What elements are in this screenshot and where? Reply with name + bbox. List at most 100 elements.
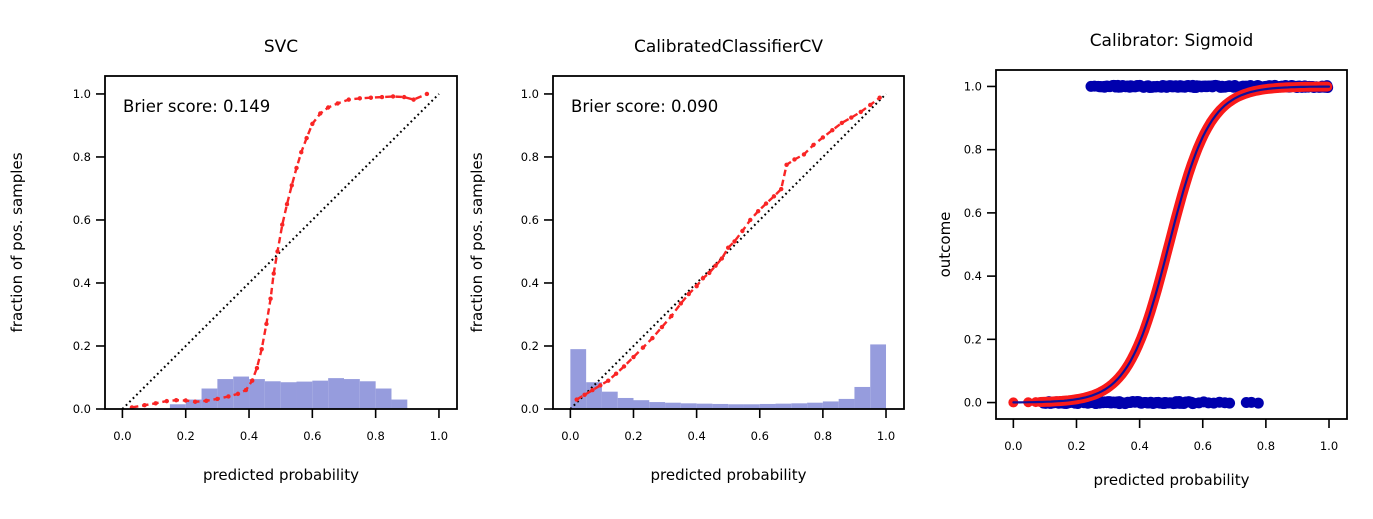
x-tick-label: 0.0 bbox=[561, 429, 579, 443]
calibration-curve-marker bbox=[613, 371, 619, 376]
y-tick-label: 0.6 bbox=[521, 213, 539, 227]
calibration-curve-marker bbox=[401, 94, 407, 100]
calibration-curve-marker bbox=[732, 239, 737, 244]
calibration-chart-svc: Brier score: 0.149 0.0 0.2 0.4 0.6 0.8 1.0 0.0 0… bbox=[8, 37, 458, 484]
calibration-curve-marker bbox=[858, 109, 863, 115]
histogram-bar bbox=[249, 379, 265, 409]
x-tick-label: 0.8 bbox=[814, 429, 832, 443]
x-tick-label: 0.2 bbox=[177, 429, 195, 443]
histogram-bar bbox=[570, 349, 587, 409]
x-tick-label: 1.0 bbox=[430, 429, 448, 443]
plot-frame bbox=[552, 75, 905, 410]
sigmoid-fit-line bbox=[1012, 85, 1331, 404]
calibration-curve-marker bbox=[621, 364, 627, 369]
histogram-bar bbox=[743, 404, 760, 409]
calibration-curve-marker bbox=[678, 301, 684, 306]
y-tick-label: 0.4 bbox=[73, 276, 91, 290]
plot-frame bbox=[104, 75, 458, 410]
x-tick-label: 0.6 bbox=[303, 429, 321, 443]
calibration-curve-marker bbox=[424, 91, 430, 97]
calibration-curve-marker bbox=[215, 396, 220, 402]
chart-title: SVC bbox=[264, 37, 298, 57]
calibration-curve-marker bbox=[142, 403, 147, 408]
calibration-curve-marker bbox=[784, 162, 789, 168]
calibration-curve-marker bbox=[640, 345, 646, 350]
x-tick-label: 0.2 bbox=[1067, 439, 1085, 453]
calibration-curve-marker bbox=[346, 97, 351, 102]
calibration-curve-marker bbox=[325, 105, 331, 110]
chart-title: CalibratedClassifierCV bbox=[634, 37, 823, 57]
x-tick-label: 0.6 bbox=[751, 429, 769, 443]
histogram-bar bbox=[312, 380, 329, 409]
calibration-curve-marker bbox=[264, 321, 269, 327]
histogram-bar bbox=[759, 403, 776, 409]
calibration-curve-marker bbox=[318, 111, 323, 116]
calibration-curve-marker bbox=[249, 378, 255, 383]
calibration-curve-marker bbox=[254, 365, 260, 371]
calibration-curve-marker bbox=[164, 398, 169, 404]
calibration-curve-marker bbox=[740, 228, 745, 234]
calibration-curve-marker bbox=[284, 202, 290, 207]
y-axis-label: fraction of pos. samples bbox=[8, 152, 26, 332]
histogram-bar bbox=[391, 399, 408, 409]
x-tick-label: 0.2 bbox=[624, 429, 642, 443]
calibration-curve-marker bbox=[686, 291, 691, 297]
histogram-bar bbox=[201, 388, 218, 409]
histogram-bar bbox=[822, 401, 839, 409]
calibration-curve-marker bbox=[243, 387, 249, 393]
calibration-curve-marker bbox=[268, 296, 273, 301]
x-axis-label: predicted probability bbox=[651, 466, 807, 484]
calibration-curve-marker bbox=[226, 394, 231, 399]
y-tick-label: 0.2 bbox=[73, 339, 91, 353]
calibration-curve-marker bbox=[294, 165, 299, 171]
x-tick-label: 0.8 bbox=[1257, 439, 1275, 453]
histogram-bar bbox=[680, 403, 697, 409]
histogram-bar bbox=[586, 382, 602, 409]
y-tick-label: 0.4 bbox=[521, 276, 539, 290]
x-tick-label: 0.4 bbox=[687, 429, 705, 443]
y-tick-label: 0.2 bbox=[964, 332, 982, 346]
histogram-bar bbox=[359, 381, 376, 409]
calibration-curve-marker bbox=[792, 157, 797, 162]
calibration-curve-marker bbox=[719, 256, 725, 261]
x-tick-label: 0.6 bbox=[1194, 439, 1212, 453]
y-tick-label: 0.8 bbox=[521, 150, 539, 164]
histogram-bar bbox=[328, 378, 344, 409]
calibration-curve-marker bbox=[606, 378, 611, 383]
histogram-bar bbox=[838, 398, 855, 409]
calibration-curve-marker bbox=[763, 201, 769, 206]
histogram-bar bbox=[807, 402, 823, 409]
y-tick-label: 1.0 bbox=[73, 87, 91, 101]
histogram-bar bbox=[617, 397, 634, 409]
x-tick-label: 0.0 bbox=[1004, 439, 1022, 453]
calibration-curve-marker bbox=[725, 245, 731, 250]
y-tick-label: 0.0 bbox=[521, 402, 539, 416]
histogram-bar bbox=[233, 376, 250, 409]
y-tick-label: 0.0 bbox=[73, 402, 91, 416]
y-tick-label: 0.0 bbox=[964, 396, 982, 410]
calibration-curve-marker bbox=[193, 399, 198, 404]
calibration-curve-marker bbox=[631, 354, 636, 360]
brier-score-annotation: Brier score: 0.149 bbox=[123, 97, 270, 116]
y-axis-label: outcome bbox=[936, 212, 954, 278]
calibration-curve-marker bbox=[357, 96, 363, 101]
sigmoid-fit-curve bbox=[1035, 81, 1333, 407]
calibration-curve-marker bbox=[280, 222, 285, 227]
y-tick-label: 0.8 bbox=[964, 143, 982, 157]
calibration-curve-marker bbox=[174, 397, 179, 403]
histogram-bar bbox=[375, 388, 392, 409]
calibration-curve-marker bbox=[650, 335, 655, 341]
calibration-curve-marker bbox=[304, 135, 309, 141]
x-tick-label: 0.8 bbox=[366, 429, 384, 443]
calibration-curve-marker bbox=[183, 398, 188, 403]
x-axis-label: predicted probability bbox=[203, 466, 359, 484]
calibration-curve-marker bbox=[379, 94, 385, 100]
histogram-bar bbox=[185, 399, 202, 409]
calibration-curve-marker bbox=[748, 217, 753, 223]
calibration-curve-marker bbox=[259, 346, 264, 352]
histogram-bar bbox=[791, 403, 808, 409]
histogram-bar bbox=[264, 381, 281, 409]
calibration-curve-marker bbox=[590, 387, 595, 393]
x-axis-label: predicted probability bbox=[1094, 471, 1250, 489]
calibration-curve-marker bbox=[849, 115, 854, 120]
